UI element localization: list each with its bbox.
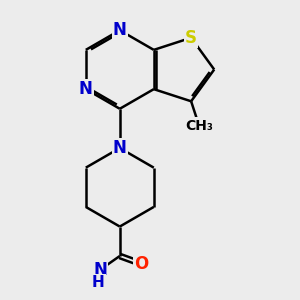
Text: O: O	[134, 255, 148, 273]
Text: H: H	[92, 275, 105, 290]
Text: N: N	[79, 80, 93, 98]
Text: N: N	[113, 21, 127, 39]
Text: N: N	[113, 139, 127, 157]
Text: N: N	[93, 261, 107, 279]
Text: CH₃: CH₃	[185, 118, 213, 133]
Text: S: S	[185, 29, 197, 47]
